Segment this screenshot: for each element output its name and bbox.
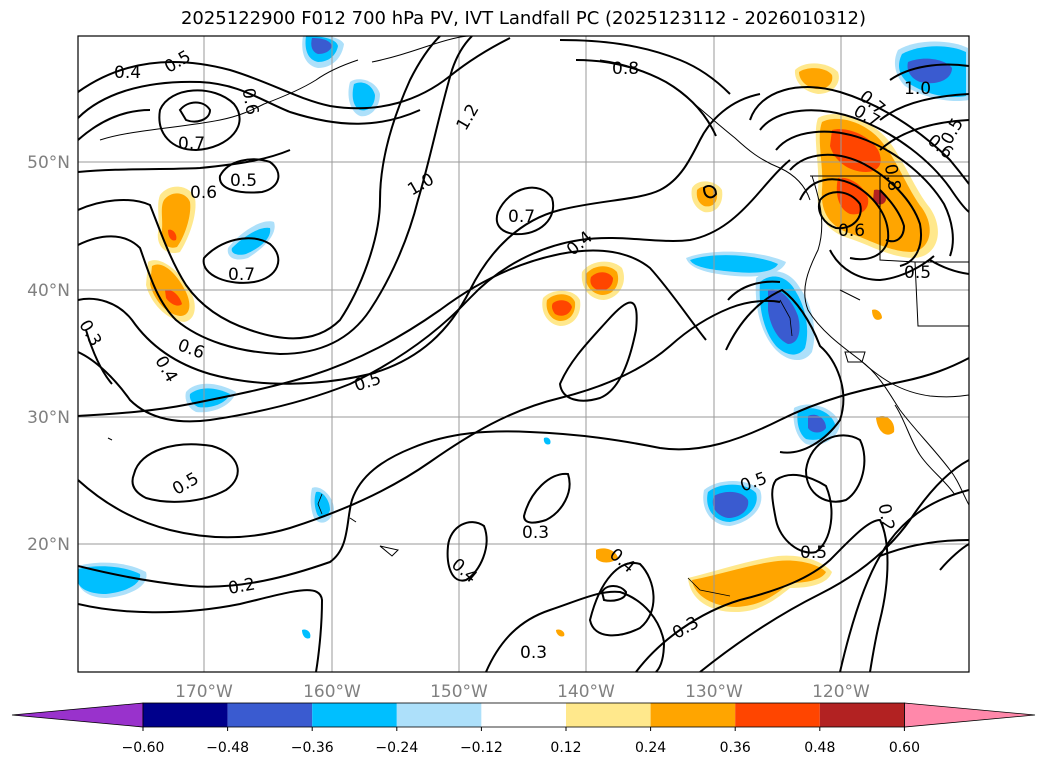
contour-label: 0.8 — [612, 59, 639, 79]
map-panel — [78, 36, 969, 672]
colorbar-tick-label: 0.36 — [720, 740, 751, 756]
colorbar-cell — [650, 703, 736, 727]
contour-label: 0.6 — [838, 221, 865, 241]
map-title: 2025122900 F012 700 hPa PV, IVT Landfall… — [180, 8, 867, 29]
colorbar-tick-label: 0.24 — [635, 740, 666, 756]
lat-label-20n: 20°N — [27, 535, 70, 555]
lon-label-130w: 130°W — [685, 682, 743, 702]
shaded-anomalies — [78, 36, 969, 639]
contour-label: 0.3 — [520, 643, 547, 663]
colorbar-tick-label: −0.36 — [291, 740, 334, 756]
longitude-labels: 170°W 160°W 150°W 140°W 130°W 120°W — [175, 682, 870, 702]
colorbar: −0.60 −0.48 −0.36 −0.24 −0.12 0.12 0.24 0.36 0.4… — [11, 702, 1036, 756]
colorbar-tick-label: 0.60 — [889, 740, 920, 756]
colorbar-tick-label: −0.24 — [375, 740, 418, 756]
colorbar-cell — [143, 703, 228, 727]
contour-label: 0.5 — [904, 263, 931, 283]
lat-label-30n: 30°N — [27, 408, 70, 428]
contour-label: 0.4 — [114, 63, 141, 83]
colorbar-outline — [142, 702, 905, 728]
contour-label: 0.6 — [238, 86, 262, 116]
shading-outlines — [317, 299, 793, 597]
colorbar-cells — [11, 702, 1036, 728]
contour-label: 0.5 — [230, 171, 257, 191]
lon-label-150w: 150°W — [430, 682, 488, 702]
colorbar-tick-label: −0.60 — [122, 740, 165, 756]
colorbar-cell — [481, 703, 566, 727]
contour-label: 0.3 — [522, 523, 549, 543]
colorbar-tick-label: −0.48 — [206, 740, 249, 756]
colorbar-cell — [819, 703, 905, 727]
colorbar-tick-label: 0.12 — [550, 740, 581, 756]
latitude-labels: 50°N 40°N 30°N 20°N — [27, 153, 70, 555]
colorbar-cell — [312, 703, 397, 727]
contour-label: 0.2 — [874, 502, 898, 532]
colorbar-extend-high — [904, 702, 1036, 728]
colorbar-ticks: −0.60 −0.48 −0.36 −0.24 −0.12 0.12 0.24 0.36 0.4… — [122, 727, 920, 756]
contour-label: 0.7 — [508, 207, 535, 227]
lon-label-140w: 140°W — [557, 682, 615, 702]
lon-label-170w: 170°W — [175, 682, 233, 702]
contour-label: 0.7 — [178, 134, 205, 154]
contour-label: 0.2 — [227, 575, 257, 599]
colorbar-cell — [227, 703, 313, 727]
map-frame — [77, 35, 970, 673]
colorbar-tick-label: 0.48 — [804, 740, 835, 756]
contour-label: 0.8 — [880, 163, 904, 193]
pv-contours — [78, 36, 969, 672]
contour-label: 1.0 — [904, 79, 931, 99]
colorbar-cell — [396, 703, 482, 727]
contour-label: 0.6 — [190, 183, 217, 203]
colorbar-extend-low — [11, 702, 144, 728]
colorbar-cell — [735, 703, 820, 727]
lat-label-40n: 40°N — [27, 281, 70, 301]
contour-label: 0.5 — [800, 543, 827, 563]
lon-label-160w: 160°W — [303, 682, 361, 702]
gridlines — [78, 36, 969, 672]
lon-label-120w: 120°W — [812, 682, 870, 702]
colorbar-cell — [566, 703, 651, 727]
contour-label: 0.7 — [228, 265, 255, 285]
colorbar-tick-label: −0.12 — [460, 740, 503, 756]
lat-label-50n: 50°N — [27, 153, 70, 173]
